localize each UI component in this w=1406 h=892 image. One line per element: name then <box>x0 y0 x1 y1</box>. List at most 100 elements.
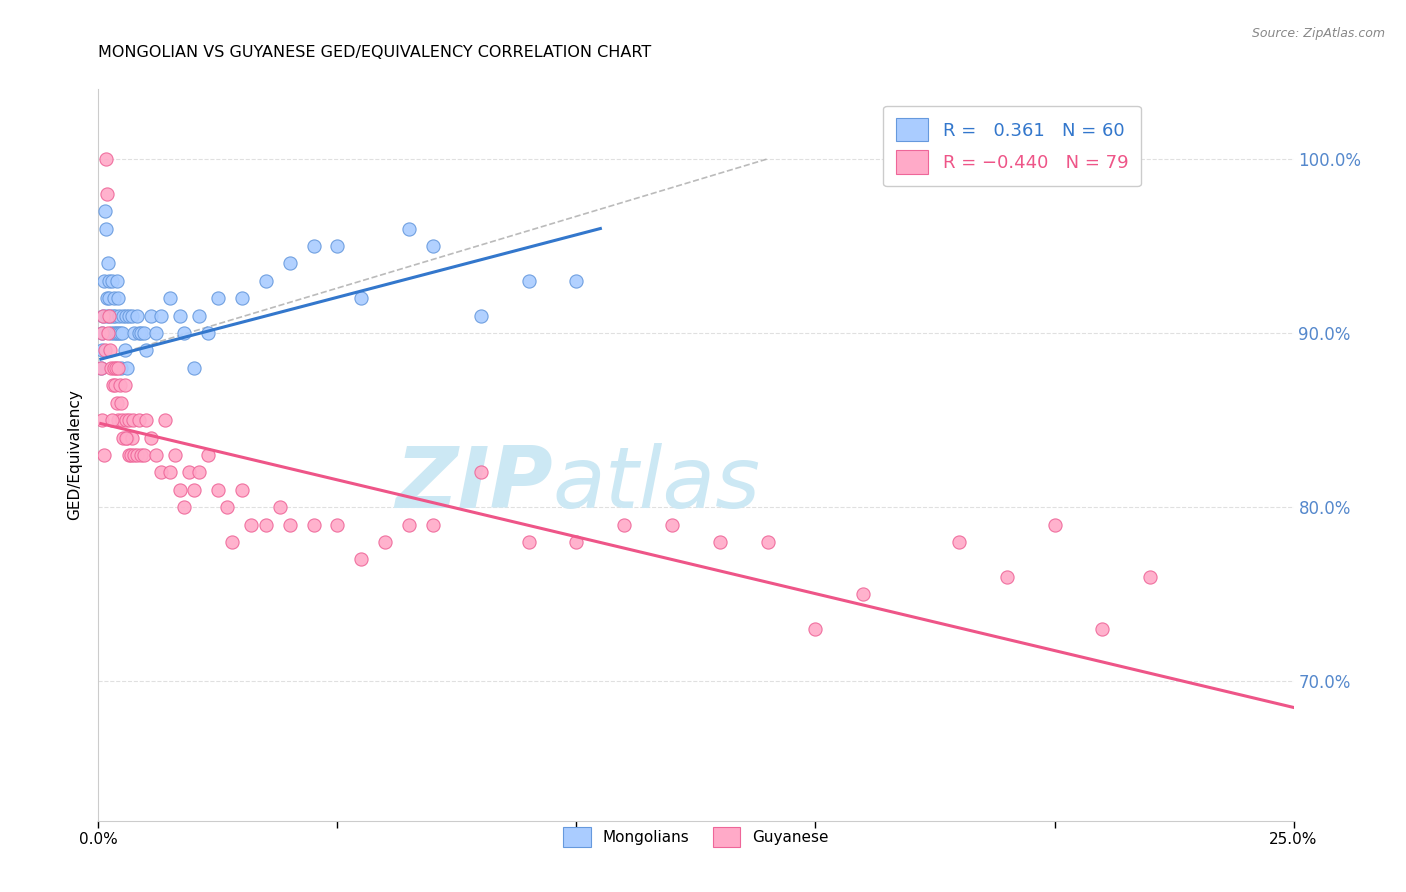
Point <box>117 448 139 462</box>
Point <box>103 326 125 340</box>
Point <box>120 448 142 462</box>
Point <box>278 256 301 270</box>
Point <box>97 309 120 323</box>
Point <box>131 326 153 340</box>
Point <box>94 221 117 235</box>
Point <box>101 309 124 323</box>
Point <box>159 291 181 305</box>
Point <box>125 309 148 323</box>
Point <box>207 291 229 305</box>
Point <box>128 413 150 427</box>
Point <box>132 448 155 462</box>
Point <box>94 152 117 166</box>
Point <box>1043 517 1066 532</box>
Point <box>1139 570 1161 584</box>
Point <box>517 535 540 549</box>
Point <box>350 552 373 566</box>
Point <box>231 483 253 497</box>
Point <box>93 204 115 219</box>
Point <box>91 326 114 340</box>
Point <box>149 466 172 480</box>
Point <box>326 517 349 532</box>
Point <box>96 309 118 323</box>
Point <box>517 274 540 288</box>
Point <box>231 291 253 305</box>
Point <box>128 326 150 340</box>
Point <box>105 360 128 375</box>
Point <box>110 395 132 409</box>
Point <box>103 291 125 305</box>
Point <box>422 239 444 253</box>
Point <box>91 343 114 358</box>
Point <box>565 274 588 288</box>
Point <box>90 413 112 427</box>
Point <box>115 430 138 444</box>
Point <box>302 517 325 532</box>
Point <box>124 326 146 340</box>
Point <box>97 256 120 270</box>
Point <box>114 378 136 392</box>
Point <box>269 500 291 515</box>
Point <box>240 517 263 532</box>
Point <box>114 343 136 358</box>
Point <box>131 448 153 462</box>
Point <box>254 517 277 532</box>
Point <box>111 326 134 340</box>
Point <box>104 378 127 392</box>
Point <box>91 309 114 323</box>
Y-axis label: GED/Equivalency: GED/Equivalency <box>66 390 82 520</box>
Point <box>103 360 125 375</box>
Point <box>93 448 115 462</box>
Point <box>183 483 205 497</box>
Point <box>101 378 124 392</box>
Point <box>105 274 128 288</box>
Point <box>110 360 132 375</box>
Point <box>470 466 492 480</box>
Point <box>613 517 636 532</box>
Point <box>90 326 112 340</box>
Point <box>709 535 731 549</box>
Point <box>852 587 875 601</box>
Point <box>111 413 134 427</box>
Point <box>139 309 162 323</box>
Point <box>108 378 131 392</box>
Point <box>121 309 143 323</box>
Point <box>155 413 177 427</box>
Point <box>105 326 128 340</box>
Point <box>114 413 136 427</box>
Point <box>422 517 444 532</box>
Point <box>112 309 135 323</box>
Point <box>105 395 128 409</box>
Point <box>197 448 219 462</box>
Point <box>254 274 277 288</box>
Point <box>221 535 243 549</box>
Point <box>207 483 229 497</box>
Legend: Mongolians, Guyanese: Mongolians, Guyanese <box>557 822 835 854</box>
Point <box>96 186 118 201</box>
Point <box>112 430 135 444</box>
Point <box>169 309 191 323</box>
Point <box>107 413 129 427</box>
Point <box>145 326 167 340</box>
Point <box>114 309 136 323</box>
Point <box>173 500 195 515</box>
Point <box>756 535 779 549</box>
Point <box>122 413 145 427</box>
Point <box>91 309 114 323</box>
Point <box>187 466 209 480</box>
Point <box>107 360 129 375</box>
Point <box>104 309 127 323</box>
Point <box>995 570 1018 584</box>
Point <box>173 326 195 340</box>
Text: atlas: atlas <box>553 442 761 525</box>
Point <box>470 309 492 323</box>
Point <box>948 535 970 549</box>
Text: ZIP: ZIP <box>395 442 553 525</box>
Point <box>101 274 124 288</box>
Point <box>145 448 167 462</box>
Point <box>565 535 588 549</box>
Point <box>93 343 115 358</box>
Point <box>350 291 373 305</box>
Point <box>135 413 157 427</box>
Point <box>302 239 325 253</box>
